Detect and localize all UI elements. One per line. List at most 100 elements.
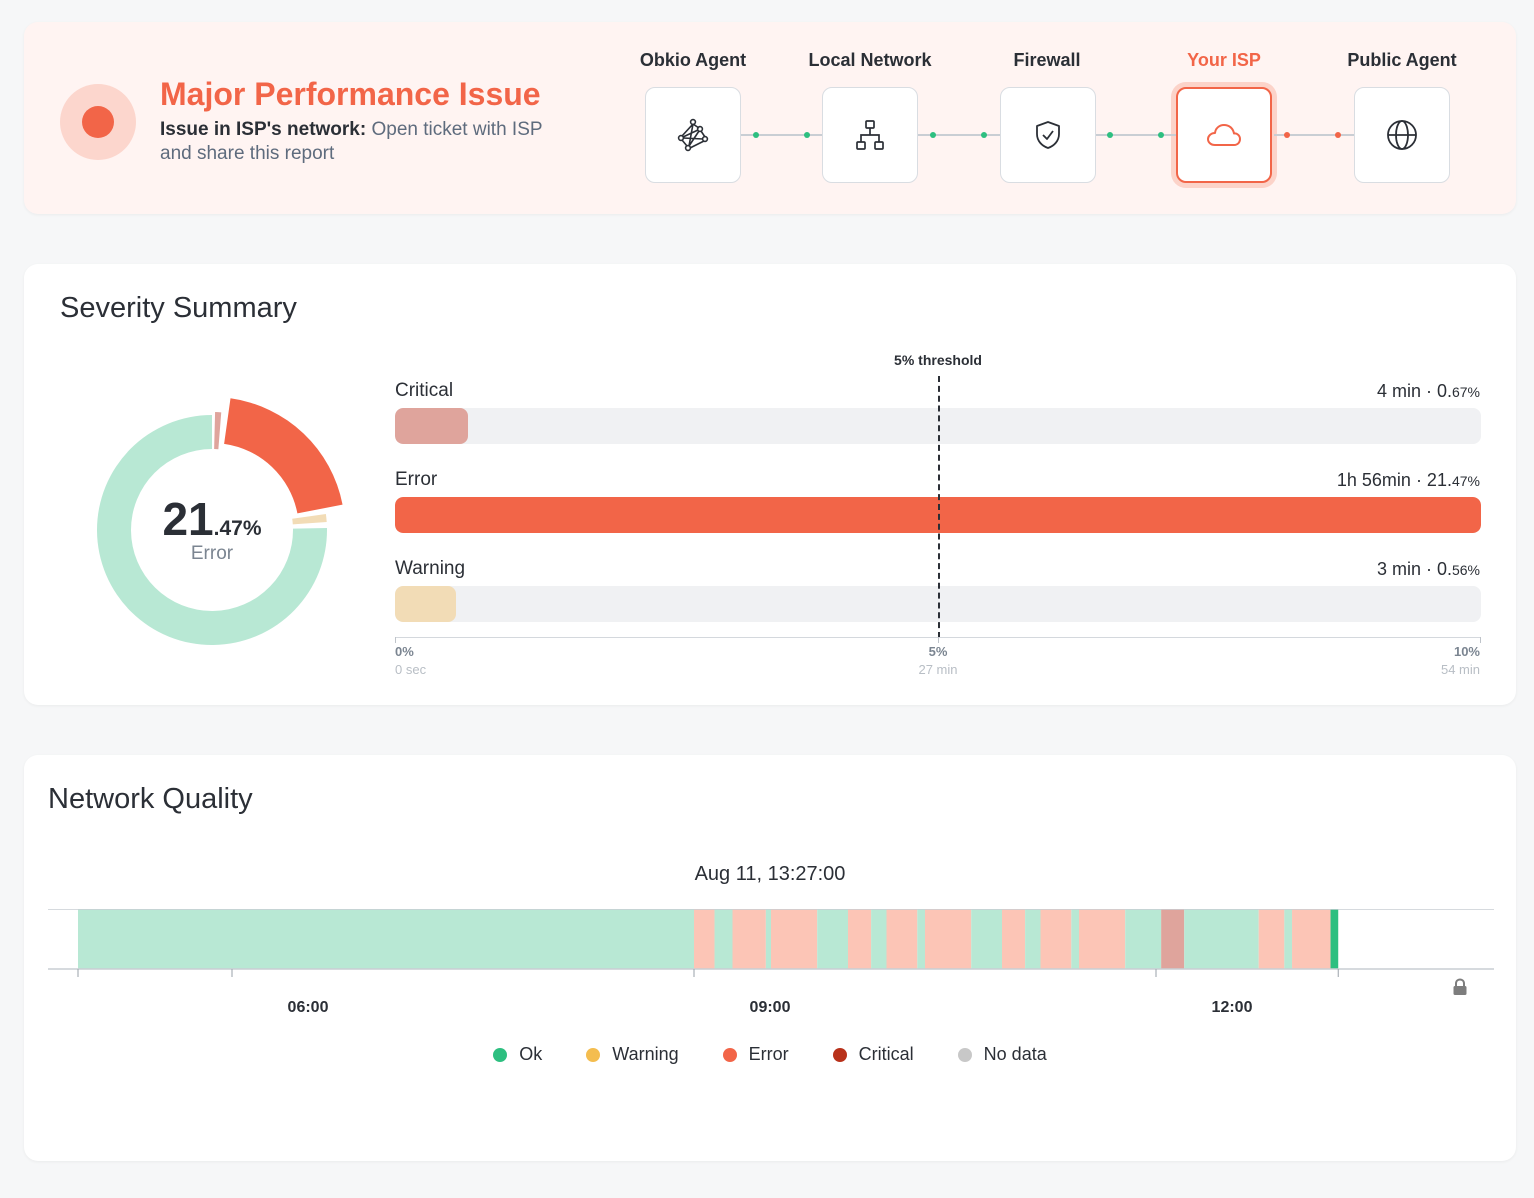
timeline-segment-critical[interactable] <box>1161 909 1185 969</box>
timeline-segment-error[interactable] <box>1258 909 1285 969</box>
severity-donut-chart <box>96 398 343 645</box>
bar-value-time: 4 min · 0. <box>1376 381 1452 401</box>
timeline-segment-error[interactable] <box>694 909 715 969</box>
bar-label-warning: Warning <box>395 558 466 579</box>
legend-label: Ok <box>519 1044 543 1064</box>
timeline-segment-ok[interactable] <box>1184 909 1259 969</box>
legend-label: Critical <box>858 1044 914 1064</box>
donut-slice-error[interactable] <box>224 398 343 514</box>
donut-slice-warning[interactable] <box>292 513 327 525</box>
shield-check-icon <box>1036 121 1060 149</box>
sitemap-icon <box>856 120 884 150</box>
bar-value-error: 1h 56min · 21.47% <box>1337 470 1480 491</box>
timeline-segment-ok[interactable] <box>817 909 848 969</box>
scale-pct-0: 0% <box>395 644 414 659</box>
timeline-segment-ok[interactable] <box>1284 909 1293 969</box>
legend-critical[interactable]: Critical <box>832 1044 914 1065</box>
timeline-segment-ok[interactable] <box>765 909 771 969</box>
legend-ok[interactable]: Ok <box>493 1044 542 1065</box>
bar-value-time: 3 min · 0. <box>1376 559 1452 579</box>
node-label-local-network: Local Network <box>808 50 932 70</box>
timeline-segment-error[interactable] <box>886 909 918 969</box>
legend-warning[interactable]: Warning <box>586 1044 679 1065</box>
bar-fill-critical <box>395 408 468 444</box>
donut-center-label: Error <box>190 543 234 564</box>
timeline-segment-error[interactable] <box>925 909 972 969</box>
connector-dot <box>753 132 759 138</box>
timeline-segment-error[interactable] <box>848 909 872 969</box>
scale-tick <box>1480 637 1481 643</box>
timeline-segment-ok[interactable] <box>1125 909 1162 969</box>
threshold-label: 5% threshold <box>894 352 982 368</box>
timeline-segment-ok[interactable] <box>871 909 887 969</box>
scale-time-10: 54 min <box>1440 662 1480 677</box>
donut-value-dec: .47% <box>213 517 262 540</box>
legend-label: Warning <box>612 1044 679 1064</box>
bar-value-pct: 47% <box>1451 473 1480 489</box>
bar-value-warning: 3 min · 0.56% <box>1377 559 1480 580</box>
issue-title: Major Performance Issue <box>160 76 541 112</box>
timeline-segment-error[interactable] <box>1040 909 1072 969</box>
connector-dot <box>981 132 987 138</box>
node-label-your-isp: Your ISP <box>1187 50 1261 70</box>
bar-label-critical: Critical <box>395 380 454 401</box>
bar-value-time: 1h 56min · 21. <box>1336 470 1452 490</box>
donut-center-value: 21.47% <box>156 492 268 546</box>
scale-time-5: 27 min <box>918 662 958 677</box>
timeline-segment-error[interactable] <box>1002 909 1026 969</box>
bar-fill-warning <box>395 586 456 622</box>
connector-dot <box>1107 132 1113 138</box>
lock-icon[interactable] <box>1452 978 1468 996</box>
issue-banner: Major Performance Issue Issue in ISP's n… <box>24 22 1516 214</box>
timeline-segment-ok[interactable] <box>1025 909 1041 969</box>
node-local-network[interactable] <box>822 87 918 183</box>
node-public-agent[interactable] <box>1354 87 1450 183</box>
issue-description: Issue in ISP's network: Open ticket with… <box>160 118 560 166</box>
timeline-date: Aug 11, 13:27:00 <box>694 863 846 885</box>
network-graph-icon <box>677 118 709 152</box>
timeline-segment-ok[interactable] <box>78 909 694 969</box>
axis-label-0600: 06:00 <box>287 999 329 1016</box>
severity-summary-title: Severity Summary <box>60 292 297 324</box>
legend-error[interactable]: Error <box>722 1044 789 1065</box>
network-quality-timeline[interactable] <box>48 909 1494 989</box>
globe-icon <box>1387 120 1417 150</box>
bar-value-pct: 56% <box>1451 562 1480 578</box>
donut-slice-critical[interactable] <box>214 412 222 450</box>
timeline-segment-ok[interactable] <box>1071 909 1079 969</box>
connector-dot <box>1284 132 1290 138</box>
axis-label-1200: 12:00 <box>1211 999 1253 1016</box>
timeline-segment-error[interactable] <box>771 909 818 969</box>
threshold-line <box>938 376 940 638</box>
connector-dot <box>930 132 936 138</box>
legend-label: Error <box>748 1044 789 1064</box>
legend-dot <box>586 1047 601 1062</box>
node-label-public-agent: Public Agent <box>1347 50 1457 70</box>
connector-line <box>741 134 822 136</box>
timeline-segment-ok[interactable] <box>971 909 1002 969</box>
node-firewall[interactable] <box>1000 87 1096 183</box>
node-obkio-agent[interactable] <box>645 87 741 183</box>
timeline-segment-error[interactable] <box>732 909 766 969</box>
timeline-segment-error[interactable] <box>1292 909 1331 969</box>
connector-dot <box>1158 132 1164 138</box>
scale-pct-10: 10% <box>1453 644 1480 659</box>
timeline-segment-ok[interactable] <box>714 909 733 969</box>
issue-description-bold: Issue in ISP's network: <box>160 119 367 140</box>
cloud-icon <box>1207 124 1241 146</box>
status-pulse-icon <box>60 84 136 160</box>
issue-description-link[interactable]: Open ticket with ISP and share this repo… <box>160 119 543 164</box>
legend-no-data[interactable]: No data <box>957 1044 1047 1065</box>
scale-pct-5: 5% <box>928 644 948 659</box>
timeline-segment-ok[interactable] <box>917 909 925 969</box>
network-quality-card: Network Quality Aug 11, 13:27:00 06:00 0… <box>24 755 1516 1161</box>
donut-slice-ok[interactable] <box>96 415 327 645</box>
timeline-segment-error[interactable] <box>1079 909 1126 969</box>
legend-dot <box>957 1047 972 1062</box>
timeline-segment-current[interactable] <box>1330 909 1339 969</box>
legend-dot <box>722 1047 737 1062</box>
network-quality-title: Network Quality <box>48 783 253 815</box>
bar-value-pct: 67% <box>1451 384 1480 400</box>
severity-summary-card: Severity Summary 21.47% Error 5% thresho… <box>24 264 1516 705</box>
node-your-isp[interactable] <box>1176 87 1272 183</box>
